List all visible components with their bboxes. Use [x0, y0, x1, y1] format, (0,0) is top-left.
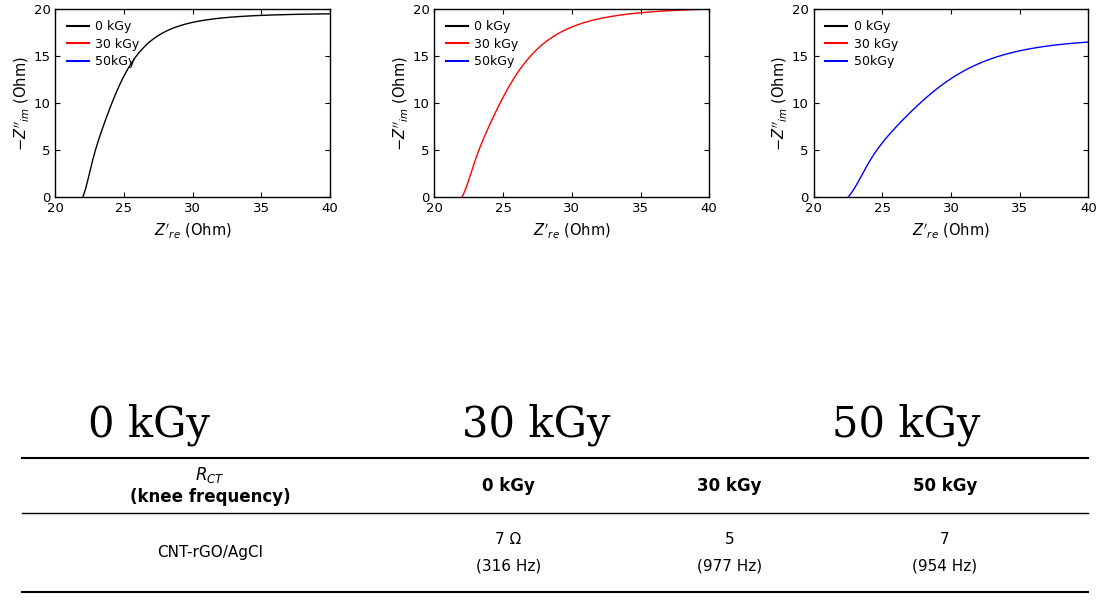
- Text: 7 Ω: 7 Ω: [495, 532, 522, 546]
- Text: 50 kGy: 50 kGy: [832, 404, 980, 446]
- Text: $R_{CT}$
(knee frequency): $R_{CT}$ (knee frequency): [129, 465, 291, 506]
- Y-axis label: $-Z''_{im}$ (Ohm): $-Z''_{im}$ (Ohm): [391, 56, 410, 151]
- Text: 30 kGy: 30 kGy: [697, 476, 761, 495]
- Legend: 0 kGy, 30 kGy, 50kGy: 0 kGy, 30 kGy, 50kGy: [441, 15, 524, 73]
- X-axis label: $Z'_{re}$ (Ohm): $Z'_{re}$ (Ohm): [533, 221, 611, 240]
- Text: (954 Hz): (954 Hz): [913, 558, 977, 573]
- Text: CNT-rGO/AgCl: CNT-rGO/AgCl: [157, 545, 263, 560]
- Text: 0 kGy: 0 kGy: [482, 476, 535, 495]
- Legend: 0 kGy, 30 kGy, 50kGy: 0 kGy, 30 kGy, 50kGy: [820, 15, 903, 73]
- Text: 50 kGy: 50 kGy: [913, 476, 977, 495]
- Legend: 0 kGy, 30 kGy, 50kGy: 0 kGy, 30 kGy, 50kGy: [62, 15, 145, 73]
- Text: 0 kGy: 0 kGy: [88, 404, 210, 446]
- Y-axis label: $-Z''_{im}$ (Ohm): $-Z''_{im}$ (Ohm): [770, 56, 789, 151]
- Text: 30 kGy: 30 kGy: [462, 404, 610, 446]
- Text: (977 Hz): (977 Hz): [697, 558, 761, 573]
- Text: 7: 7: [940, 532, 949, 546]
- X-axis label: $Z'_{re}$ (Ohm): $Z'_{re}$ (Ohm): [154, 221, 231, 240]
- Text: (316 Hz): (316 Hz): [475, 558, 541, 573]
- X-axis label: $Z'_{re}$ (Ohm): $Z'_{re}$ (Ohm): [913, 221, 990, 240]
- Text: 5: 5: [725, 532, 734, 546]
- Y-axis label: $-Z''_{im}$ (Ohm): $-Z''_{im}$ (Ohm): [12, 56, 31, 151]
